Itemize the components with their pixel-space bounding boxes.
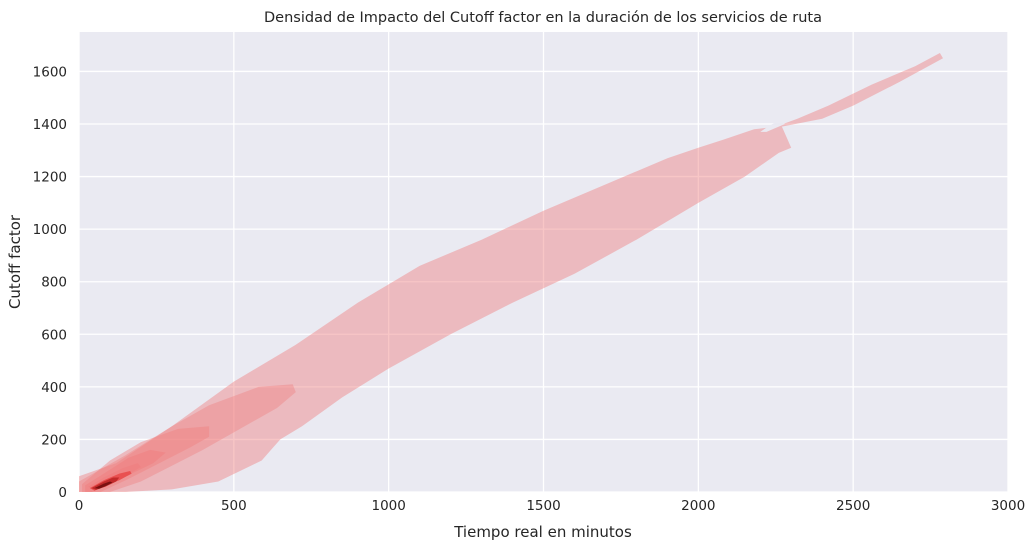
x-tick-label: 1500 <box>526 498 560 514</box>
y-tick-label: 200 <box>41 432 67 448</box>
x-tick-labels: 0 500 1000 1500 2000 2500 3000 <box>75 498 1025 514</box>
y-tick-label: 1400 <box>33 117 67 133</box>
y-tick-labels: 0 200 400 600 800 1000 1200 1400 1600 <box>33 64 67 501</box>
y-axis-label: Cutoff factor <box>6 214 24 309</box>
x-axis-label: Tiempo real en minutos <box>453 523 632 541</box>
x-tick-label: 0 <box>75 498 84 514</box>
x-tick-label: 3000 <box>991 498 1025 514</box>
y-tick-label: 0 <box>58 485 67 501</box>
x-tick-label: 2500 <box>836 498 870 514</box>
y-tick-label: 1000 <box>33 222 67 238</box>
chart-title: Densidad de Impacto del Cutoff factor en… <box>264 10 822 26</box>
x-tick-label: 2000 <box>681 498 715 514</box>
density-gap <box>760 121 785 132</box>
x-tick-label: 500 <box>221 498 247 514</box>
x-tick-label: 1000 <box>371 498 405 514</box>
density-level-8 <box>94 481 113 489</box>
y-tick-label: 800 <box>41 275 67 291</box>
density-level-1 <box>79 53 943 492</box>
y-tick-label: 1200 <box>33 170 67 186</box>
grid <box>78 32 1009 493</box>
y-tick-label: 1600 <box>33 64 67 80</box>
y-tick-label: 400 <box>41 380 67 396</box>
y-tick-label: 600 <box>41 327 67 343</box>
density-layers <box>79 53 943 492</box>
